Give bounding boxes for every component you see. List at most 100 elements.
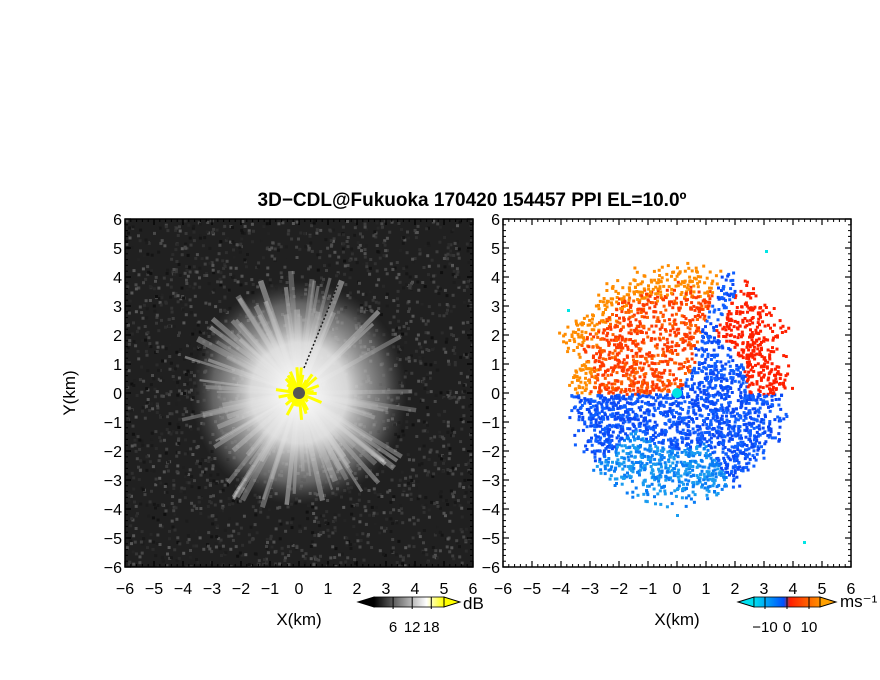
velocity-cell [577,352,581,356]
noise-cell [467,500,470,504]
noise-cell [408,390,412,393]
noise-cell [423,423,426,427]
noise-cell [220,479,224,483]
velocity-cell [716,318,720,322]
noise-cell [183,407,187,411]
noise-cell [375,283,379,287]
noise-cell [401,429,405,433]
noise-cell [238,499,242,503]
noise-cell [137,357,141,361]
noise-cell [178,229,182,233]
noise-cell [200,329,204,333]
velocity-cell [769,430,773,434]
noise-cell [198,285,202,289]
velocity-cell [618,398,622,402]
noise-cell [337,513,341,517]
noise-cell [152,469,156,473]
noise-cell [445,311,449,315]
noise-cell [397,345,401,349]
noise-cell [171,270,175,274]
velocity-cell [759,329,763,333]
noise-cell [367,489,371,492]
noise-cell [183,219,187,223]
velocity-cell [606,460,610,464]
noise-cell [258,500,262,504]
noise-cell [385,236,389,240]
velocity-cell [690,280,694,283]
noise-cell [191,226,195,230]
noise-cell [183,496,187,500]
noise-cell [385,249,389,253]
noise-cell [127,406,131,410]
noise-cell [145,307,149,311]
velocity-cell [716,371,720,375]
velocity-cell [665,393,669,397]
velocity-cell [581,428,585,432]
noise-cell [402,325,406,329]
velocity-cell [631,422,635,426]
noise-cell [212,549,216,553]
noise-cell [265,545,268,548]
noise-cell [411,314,415,318]
velocity-cell [583,422,587,426]
velocity-cell [761,309,765,313]
velocity-cell [752,287,755,291]
velocity-cell [757,408,760,412]
noise-cell [375,512,379,516]
noise-cell [173,528,177,532]
noise-cell [215,515,218,519]
noise-cell [265,537,269,541]
noise-cell [171,253,175,257]
velocity-cell [740,305,744,309]
velocity-cell [666,362,670,366]
velocity-cell [611,424,615,428]
noise-cell [236,486,240,490]
velocity-cell [628,282,632,286]
velocity-cell [744,429,748,433]
noise-cell [374,300,378,304]
velocity-cell [562,334,566,338]
velocity-cell [657,336,661,340]
noise-cell [229,225,233,228]
noise-cell [407,554,411,558]
velocity-cell [724,483,727,487]
noise-cell [455,240,459,244]
velocity-cell [696,371,700,375]
noise-cell [429,390,433,394]
noise-cell [467,485,471,489]
noise-cell [209,324,213,328]
noise-cell [461,405,465,409]
noise-cell [445,337,449,341]
velocity-cell [604,308,608,311]
noise-cell [446,430,450,434]
noise-cell [150,468,154,472]
noise-cell [125,219,129,223]
noise-cell [146,444,150,448]
velocity-cell [708,484,712,488]
velocity-cell [646,400,650,404]
noise-cell [348,276,352,280]
velocity-cell [676,280,680,284]
noise-cell [269,534,273,538]
noise-cell [425,227,429,231]
velocity-cell [598,457,602,461]
noise-cell [343,272,347,276]
noise-cell [179,489,183,493]
velocity-cell [605,388,609,391]
velocity-cell [675,425,679,429]
noise-cell [449,243,453,247]
velocity-cell [622,460,626,464]
noise-cell [318,256,322,260]
velocity-cell [574,331,578,334]
velocity-cell [668,426,672,430]
noise-cell [135,330,139,334]
velocity-cell [617,360,621,363]
velocity-cell [625,446,629,450]
noise-cell [382,284,385,288]
noise-cell [179,348,183,351]
velocity-cell [665,337,669,341]
velocity-cell [699,390,703,394]
velocity-cell [646,315,649,319]
noise-cell [461,321,465,325]
noise-cell [451,495,455,499]
